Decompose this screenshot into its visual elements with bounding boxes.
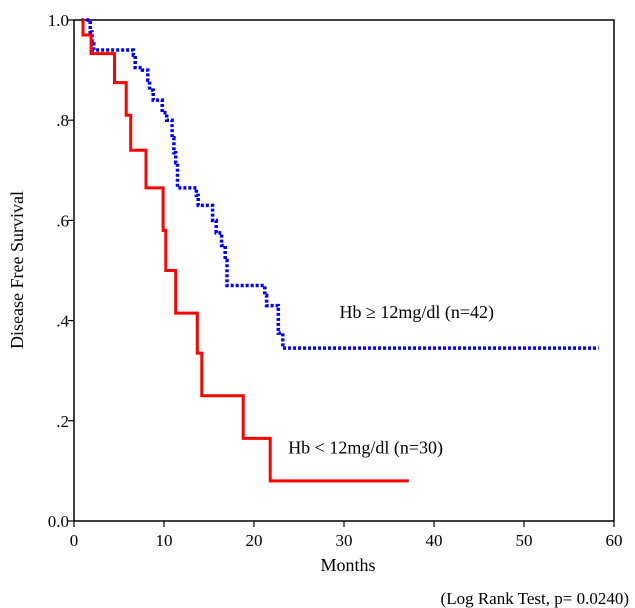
x-axis-label: Months [320,555,375,575]
x-tick-label: 50 [516,531,533,550]
y-tick-label: .2 [56,412,69,431]
series-line-hb-low [81,18,409,483]
x-tick-label: 30 [336,531,353,550]
x-tick-label: 60 [606,531,623,550]
log-rank-footnote: (Log Rank Test, p= 0.0240) [441,589,629,608]
series-annotation-label: Hb ≥ 12mg/dl (n=42) [340,302,495,323]
y-axis-label: Disease Free Survival [7,191,27,349]
y-tick-label: .6 [56,211,69,230]
x-tick-label: 10 [156,531,173,550]
annotation-layer: Hb ≥ 12mg/dl (n=42) Hb < 12mg/dl (n=30) [288,302,494,458]
y-tick-label: 1.0 [48,11,69,30]
y-tick-label: 0.0 [48,512,69,531]
series-layer [81,18,599,483]
series-annotation-label: Hb < 12mg/dl (n=30) [288,437,443,458]
y-axis: 0.0 .2 .4 .6 .8 1.0 [48,11,74,531]
y-tick-label: .4 [56,312,69,331]
x-tick-label: 0 [70,531,79,550]
x-axis: 0 10 20 30 40 50 60 [70,521,623,550]
x-tick-label: 20 [246,531,263,550]
y-tick-label: .8 [56,111,69,130]
series-line-hb-high [81,18,599,350]
x-tick-label: 40 [426,531,443,550]
